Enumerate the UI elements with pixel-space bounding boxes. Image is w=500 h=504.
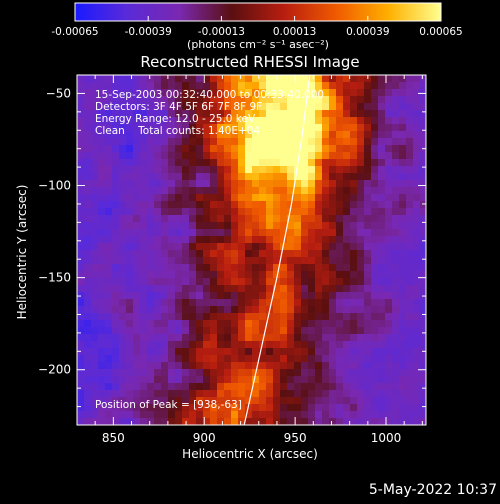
plot-frame [76, 74, 427, 426]
colorbar-tick-label: 0.00013 [273, 26, 316, 38]
y-tick-label: −50 [46, 86, 71, 100]
colorbar-ticks [74, 16, 442, 21]
axis-tick-labels: 850 900 950 1000 −50 −100 −150 −200 [38, 86, 401, 445]
peak-position-label: Position of Peak = [938,-63] [95, 399, 242, 411]
colorbar-tick-label: 0.00065 [419, 26, 462, 38]
colorbar-units-label: (photons cm⁻² s⁻¹ asec⁻²) [187, 38, 329, 51]
x-axis-label: Heliocentric X (arcsec) [182, 447, 318, 461]
colorbar [74, 2, 442, 22]
colorbar-tick-label: -0.00013 [198, 26, 245, 38]
x-tick-label: 850 [102, 431, 125, 445]
heatmap-image [77, 75, 426, 425]
y-axis-label: Heliocentric Y (arcsec) [15, 185, 29, 320]
annotation-detectors: Detectors: 3F 4F 5F 6F 7F 8F 9F [95, 101, 262, 113]
colorbar-tick-label: -0.00065 [51, 26, 98, 38]
generation-timestamp: 5-May-2022 10:37 [369, 482, 497, 498]
y-tick-label: −150 [38, 271, 71, 285]
annotation-energy-range: Energy Range: 12.0 - 25.0 keV [95, 113, 256, 125]
colorbar-tick-label: -0.00039 [125, 26, 172, 38]
annotation-clean-counts: Clean Total counts: 1.40E+04 [95, 125, 260, 137]
x-tick-label: 1000 [371, 431, 402, 445]
axis-ticks [76, 74, 426, 426]
solar-limb-line [243, 75, 311, 425]
plot-title: Reconstructed RHESSI Image [140, 53, 359, 71]
x-tick-label: 900 [193, 431, 216, 445]
annotation-time-range: 15-Sep-2003 00:32:40.000 to 00:33:40.000 [95, 89, 324, 101]
colorbar-tick-label: 0.00039 [346, 26, 389, 38]
colorbar-tick-labels: -0.00065 -0.00039 -0.00013 0.00013 0.00039 0.… [51, 26, 462, 38]
y-tick-label: −200 [38, 363, 71, 377]
y-tick-label: −100 [38, 179, 71, 193]
x-tick-label: 950 [284, 431, 307, 445]
